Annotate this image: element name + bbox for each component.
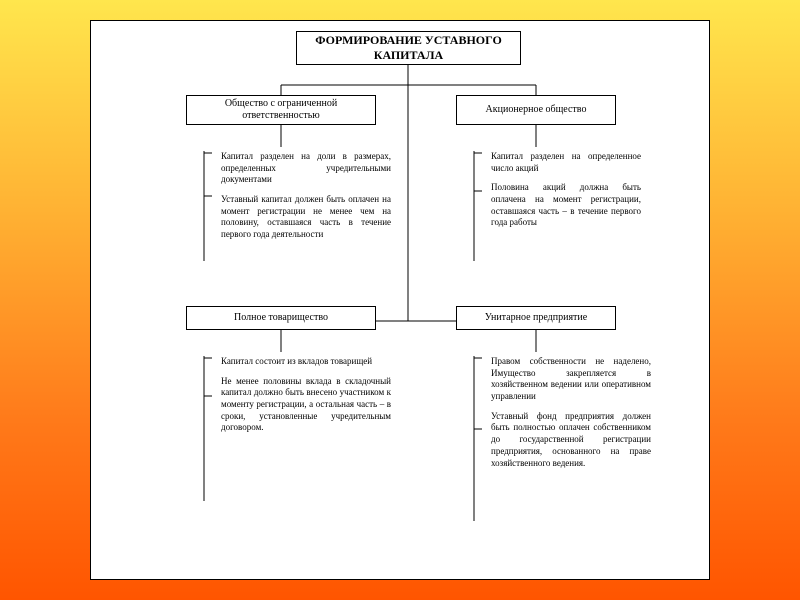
desc-paragraph: Капитал разделен на определенное число а… — [491, 151, 641, 174]
title-box: ФОРМИРОВАНИЕ УСТАВНОГО КАПИТАЛА — [296, 31, 521, 65]
branch-box-unitary: Унитарное предприятие — [456, 306, 616, 330]
branch-desc-llc: Капитал разделен на доли в размерах, опр… — [221, 151, 391, 249]
branch-label: Общество с ограниченной ответственностью — [193, 98, 369, 123]
branch-label: Акционерное общество — [486, 104, 587, 117]
desc-paragraph: Половина акций должна быть оплачена на м… — [491, 182, 641, 229]
desc-paragraph: Капитал состоит из вкладов товарищей — [221, 356, 391, 368]
desc-paragraph: Уставный фонд предприятия должен быть по… — [491, 411, 651, 469]
branch-desc-unitary: Правом собственности не наделено, Имущес… — [491, 356, 651, 477]
branch-box-llc: Общество с ограниченной ответственностью — [186, 95, 376, 125]
gradient-background: ФОРМИРОВАНИЕ УСТАВНОГО КАПИТАЛА Общество… — [0, 0, 800, 600]
branch-desc-jsc: Капитал разделен на определенное число а… — [491, 151, 641, 237]
branch-box-partnership: Полное товарищество — [186, 306, 376, 330]
branch-label: Полное товарищество — [234, 312, 328, 325]
branch-box-jsc: Акционерное общество — [456, 95, 616, 125]
branch-label: Унитарное предприятие — [485, 312, 587, 325]
desc-paragraph: Капитал разделен на доли в размерах, опр… — [221, 151, 391, 186]
desc-paragraph: Правом собственности не наделено, Имущес… — [491, 356, 651, 403]
desc-paragraph: Уставный капитал должен быть оплачен на … — [221, 194, 391, 241]
diagram-canvas: ФОРМИРОВАНИЕ УСТАВНОГО КАПИТАЛА Общество… — [90, 20, 710, 580]
title-text: ФОРМИРОВАНИЕ УСТАВНОГО КАПИТАЛА — [303, 33, 514, 63]
connector-lines — [91, 21, 711, 581]
branch-desc-partnership: Капитал состоит из вкладов товарищей Не м… — [221, 356, 391, 442]
desc-paragraph: Не менее половины вклада в складочный ка… — [221, 376, 391, 434]
